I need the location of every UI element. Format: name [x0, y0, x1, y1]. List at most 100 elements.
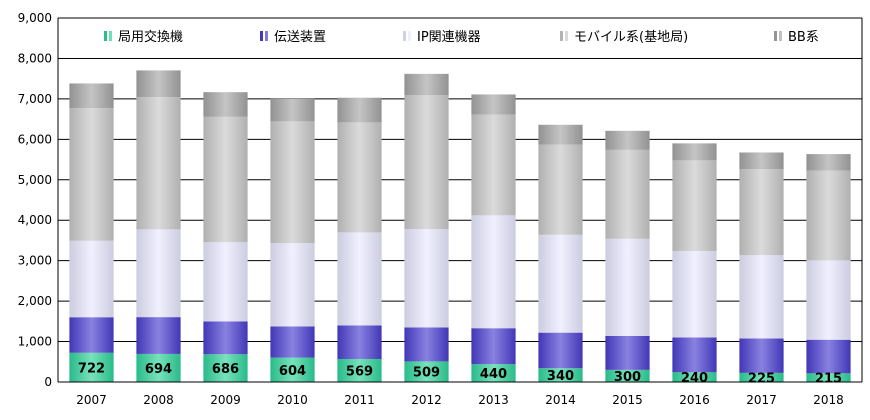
data-label: 225	[748, 371, 775, 386]
legend-label: BB系	[788, 30, 819, 45]
bars	[69, 70, 851, 382]
bar-segment	[203, 242, 248, 322]
data-label: 569	[346, 364, 373, 379]
data-label: 340	[547, 369, 574, 384]
y-tick-label: 5,000	[18, 173, 52, 187]
bar-segment	[404, 229, 449, 328]
data-label: 240	[681, 371, 708, 386]
x-tick-label: 2012	[411, 393, 442, 407]
bar-segment	[69, 317, 114, 353]
bar-segment	[672, 250, 717, 338]
x-tick-label: 2015	[612, 393, 643, 407]
legend-swatch	[260, 31, 263, 41]
bar-segment	[672, 337, 717, 373]
bar-segment	[739, 152, 784, 170]
bar-segment	[203, 354, 248, 382]
y-tick-label: 2,000	[18, 294, 52, 308]
y-tick-label: 9,000	[18, 11, 52, 25]
bar-segment	[136, 317, 181, 354]
x-tick-label: 2016	[679, 393, 710, 407]
legend-swatch	[104, 31, 107, 41]
x-tick-label: 2009	[210, 393, 241, 407]
x-tick-label: 2010	[277, 393, 308, 407]
bar-segment	[69, 352, 114, 382]
bar-segment	[69, 240, 114, 318]
bar-segment	[270, 357, 315, 382]
bar-segment	[672, 160, 717, 251]
bar-segment	[538, 234, 583, 333]
bar-segment	[739, 372, 784, 382]
legend-background	[59, 19, 861, 55]
legend-swatch	[565, 31, 568, 41]
bar-segment	[471, 114, 516, 216]
bar-segment	[538, 124, 583, 145]
legend-swatch	[265, 31, 268, 41]
bar-segment	[739, 255, 784, 339]
bar-segment	[203, 321, 248, 355]
x-tick-label: 2011	[344, 393, 375, 407]
data-label: 509	[413, 366, 440, 381]
legend-label: 局用交換機	[118, 29, 183, 45]
bar-segment	[471, 364, 516, 382]
y-tick-label: 7,000	[18, 92, 52, 106]
bar-segment	[404, 73, 449, 96]
data-labels: 722 694 686 604 569 509 440 340 300 240 225 215	[78, 361, 842, 386]
bar-segment	[337, 358, 382, 382]
bar-segment	[538, 368, 583, 382]
legend: 局用交換機 伝送装置 IP関連機器 モバイル系(基地局) BB系	[59, 19, 861, 55]
legend-swatch	[774, 31, 777, 41]
bar-segment	[471, 215, 516, 329]
bar-segment	[538, 332, 583, 369]
y-tick-label: 0	[44, 375, 52, 389]
bar-segment	[337, 232, 382, 326]
bar-segment	[605, 149, 650, 239]
y-tick-label: 3,000	[18, 254, 52, 268]
bar-segment	[605, 335, 650, 370]
bar-segment	[739, 169, 784, 256]
bar-segment	[605, 238, 650, 336]
legend-label: 伝送装置	[274, 30, 326, 45]
legend-swatch	[403, 31, 406, 41]
bar-segment	[203, 116, 248, 243]
bar-segment	[136, 353, 181, 382]
legend-swatch	[779, 31, 782, 41]
bar-segment	[404, 95, 449, 230]
x-tick-label: 2014	[545, 393, 576, 407]
bar-segment	[270, 326, 315, 358]
bar-segment	[806, 339, 851, 374]
data-label: 300	[614, 370, 641, 385]
bar-segment	[806, 154, 851, 171]
bar-segment	[337, 97, 382, 123]
y-tick-label: 1,000	[18, 335, 52, 349]
bar-segment	[136, 97, 181, 230]
bar-segment	[672, 372, 717, 382]
legend-swatch	[408, 31, 411, 41]
bar-segment	[203, 92, 248, 117]
legend-label: モバイル系(基地局)	[574, 30, 688, 45]
bar-segment	[136, 70, 181, 98]
bar-segment	[739, 338, 784, 373]
bar-segment	[672, 143, 717, 161]
data-label: 215	[815, 372, 842, 387]
bar-segment	[270, 121, 315, 244]
bar-segment	[538, 144, 583, 235]
data-label: 694	[145, 362, 172, 377]
x-tick-label: 2013	[478, 393, 509, 407]
bar-segment	[605, 369, 650, 382]
bar-segment	[605, 130, 650, 150]
y-tick-label: 6,000	[18, 132, 52, 146]
bar-segment	[404, 361, 449, 382]
legend-swatch	[109, 31, 112, 41]
bar-segment	[69, 83, 114, 109]
data-label: 440	[480, 367, 507, 382]
axes: 0 1,000 2,000 3,000 4,000 5,000 6,000 7,000 8,00…	[18, 11, 863, 407]
bar-segment	[806, 373, 851, 382]
bar-segment	[404, 327, 449, 362]
legend-swatch	[560, 31, 563, 41]
data-label: 686	[212, 362, 239, 377]
bar-segment	[337, 122, 382, 233]
legend-label: IP関連機器	[417, 30, 481, 45]
bar-segment	[270, 98, 315, 122]
